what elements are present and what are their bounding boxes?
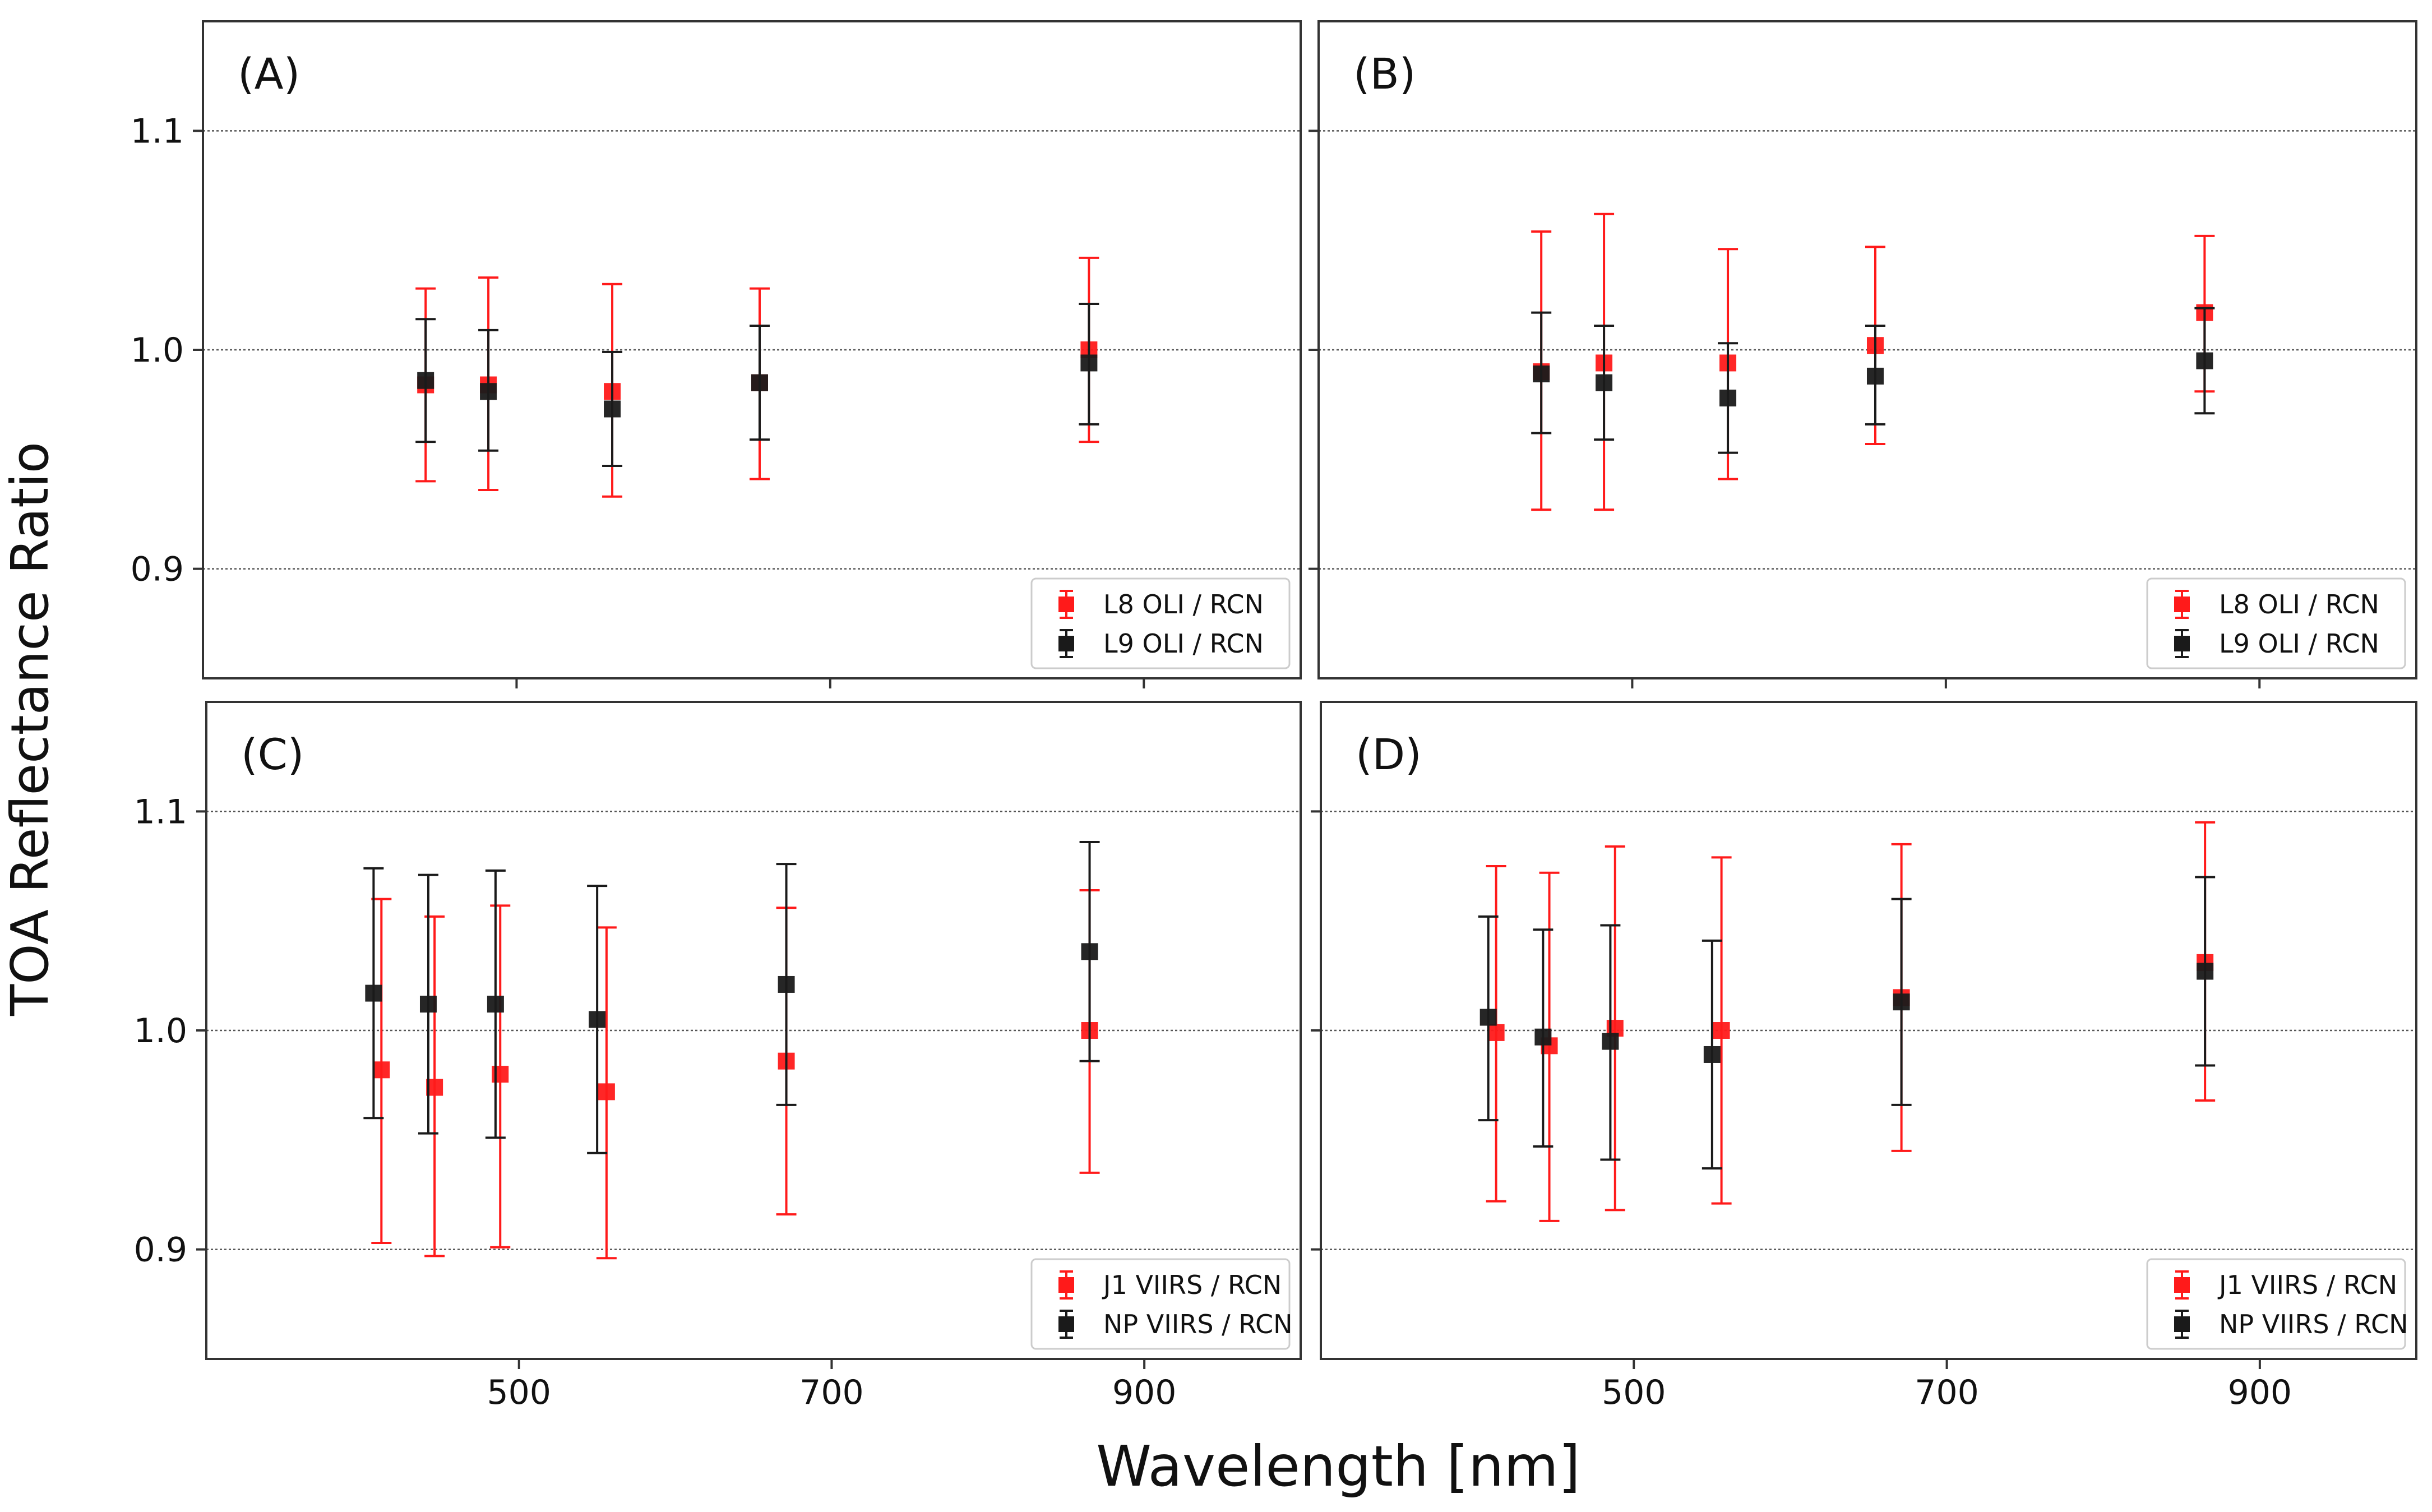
data-point	[492, 1066, 509, 1083]
series-black	[1478, 876, 2216, 1170]
series-red	[371, 889, 1100, 1260]
legend-label: L8 OLI / RCN	[2219, 589, 2379, 619]
legend-label: NP VIIRS / RCN	[2219, 1309, 2408, 1339]
legend-marker	[1058, 1316, 1074, 1332]
legend-marker	[1058, 636, 1074, 651]
data-point	[1602, 1033, 1619, 1050]
data-point	[778, 975, 795, 993]
y-tick-label: 1.0	[131, 331, 184, 370]
legend-label: NP VIIRS / RCN	[1103, 1309, 1292, 1339]
x-tick-label: 500	[487, 1373, 551, 1412]
y-axis-label: TOA Reflectance Ratio	[0, 442, 60, 1016]
panel-label: (B)	[1353, 49, 1416, 99]
legend-label: J1 VIIRS / RCN	[2217, 1270, 2397, 1300]
data-point	[1713, 1022, 1730, 1039]
data-point	[1479, 1009, 1497, 1026]
legend-box	[1030, 577, 1291, 669]
y-tick-label: 1.1	[134, 792, 187, 831]
data-point	[1703, 1046, 1721, 1063]
panel-label: (A)	[238, 49, 300, 99]
panel-c: 0.9 1.0 1.1 500 700 900 (C) J1 VIIRS / RCN NP VI…	[134, 701, 1302, 1412]
data-point	[1533, 365, 1550, 382]
series-red	[1531, 212, 2215, 511]
y-tick-label: 1.1	[131, 112, 184, 151]
series-black	[363, 841, 1100, 1154]
legend-marker	[2174, 1277, 2190, 1293]
x-tick-label: 900	[1112, 1373, 1177, 1412]
legend-label: L8 OLI / RCN	[1103, 589, 1264, 619]
legend: L8 OLI / RCN L9 OLI / RCN	[2146, 577, 2406, 669]
x-tick-label: 900	[2228, 1373, 2292, 1412]
panel-label: (D)	[1356, 729, 1422, 779]
data-point	[751, 374, 768, 391]
data-point	[1081, 943, 1098, 960]
y-tick-label: 0.9	[134, 1231, 187, 1270]
x-axis-label: Wavelength [nm]	[1096, 1434, 1580, 1499]
panel-b: (B) L8 OLI / RCN L9 OLI / RCN	[1309, 20, 2417, 688]
data-point	[589, 1011, 606, 1028]
data-point	[480, 383, 497, 400]
data-point	[1866, 367, 1884, 385]
panel-d: 500 700 900 (D) J1 VIIRS / RCN NP VIIRS / RCN	[1311, 701, 2417, 1412]
legend-label: L9 OLI / RCN	[2219, 628, 2379, 659]
x-tick-label: 700	[1915, 1373, 1979, 1412]
legend-marker	[1058, 597, 1074, 612]
panels: 0.9 1.0 1.1 (A) L8 OLI / RCN L9 OLI / RCN (B) L…	[131, 20, 2417, 1412]
legend: J1 VIIRS / RCN NP VIIRS / RCN	[2146, 1258, 2408, 1350]
legend-label: L9 OLI / RCN	[1103, 628, 1264, 659]
legend-marker	[2174, 1316, 2190, 1332]
x-tick-label: 700	[799, 1373, 864, 1412]
data-point	[487, 996, 504, 1013]
data-point	[1080, 354, 1098, 372]
legend-label: J1 VIIRS / RCN	[1102, 1270, 1282, 1300]
legend: J1 VIIRS / RCN NP VIIRS / RCN	[1030, 1258, 1292, 1350]
legend-marker	[2174, 597, 2190, 612]
data-point	[2196, 352, 2213, 369]
legend-box	[2146, 1258, 2406, 1350]
data-point	[598, 1083, 615, 1101]
data-point	[419, 996, 437, 1013]
y-tick-label: 0.9	[131, 550, 184, 589]
data-point	[1719, 389, 1737, 406]
legend-box	[1030, 1258, 1291, 1350]
series-black	[415, 302, 1099, 468]
data-point	[365, 984, 382, 1002]
x-tick-label: 500	[1602, 1373, 1666, 1412]
data-point	[2197, 963, 2214, 980]
panel-a: 0.9 1.0 1.1 (A) L8 OLI / RCN L9 OLI / RCN	[131, 20, 1302, 688]
legend-marker	[2174, 636, 2190, 651]
panel-label: (C)	[241, 729, 304, 779]
data-point	[417, 372, 434, 389]
data-point	[604, 400, 621, 418]
legend: L8 OLI / RCN L9 OLI / RCN	[1030, 577, 1291, 669]
legend-box	[2146, 577, 2406, 669]
y-tick-label: 1.0	[134, 1011, 187, 1051]
data-point	[1487, 1024, 1505, 1041]
data-point	[1596, 374, 1613, 391]
data-point	[373, 1061, 390, 1079]
legend-marker	[1058, 1277, 1074, 1293]
data-point	[1893, 993, 1910, 1011]
data-point	[1534, 1028, 1552, 1046]
series-red	[1486, 821, 2216, 1222]
series-black	[1531, 307, 2215, 454]
